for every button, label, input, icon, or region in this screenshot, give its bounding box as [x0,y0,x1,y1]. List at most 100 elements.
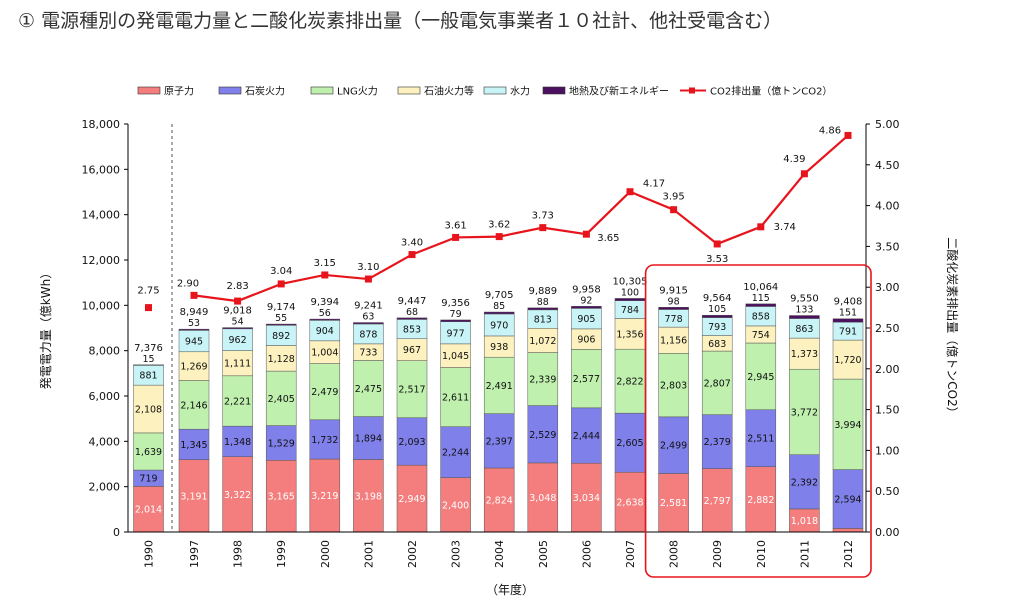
bar-segment [222,327,253,330]
segment-value-label: 2,221 [224,396,251,407]
segment-value-label: 3,165 [268,492,295,503]
co2-value-label: 4.17 [643,179,665,190]
co2-value-label: 3.40 [401,238,423,249]
legend-swatch [137,86,161,95]
bar-segment [614,412,646,473]
co2-marker [145,304,152,312]
y2-tick-label: 1.50 [875,404,900,417]
bar-segment [265,425,297,461]
segment-value-label: 2,093 [398,437,425,448]
total-value-label: 9,394 [310,297,339,308]
bar-segment [265,370,297,426]
y2-tick-label: 0.00 [875,526,900,539]
x-axis-title: （年度） [486,582,534,597]
bar-stack-2004: 2,824 2,397 2,491 938 970 859,705 [483,290,515,533]
segment-value-label: 683 [708,339,726,350]
x-tick-label: 2012 [842,540,855,568]
segment-value-label: 2,581 [660,498,687,509]
segment-value-label: 2,577 [573,374,600,385]
segment-value-label: 2,014 [135,505,162,516]
segment-value-label: 3,048 [529,493,556,504]
segment-value-label: 853 [403,325,421,336]
total-value-label: 9,958 [572,284,601,295]
legend-label: 石油火力等 [424,85,474,98]
bar-segment [701,468,733,533]
segment-value-label: 2,146 [180,400,207,411]
segment-value-label: 1,732 [311,435,338,446]
legend-swatch [218,86,242,95]
co2-marker [800,170,808,178]
x-tick-label: 2009 [711,540,724,568]
segment-value-label: 2,638 [616,498,643,509]
segment-value-label: 881 [139,371,157,382]
segment-value-label: 3,034 [573,493,600,504]
bar-segment [178,351,210,381]
y-tick-label: 14,000 [82,209,121,222]
y2-tick-label: 5.00 [875,118,900,131]
bar-segment [396,464,428,533]
bar-segment [396,360,428,418]
segment-value-label: 15 [142,354,154,365]
y2-tick-label: 1.00 [875,444,900,457]
segment-value-label: 2,405 [268,394,295,405]
bar-segment [658,326,689,354]
y2-tick-label: 4.00 [875,200,900,213]
total-value-label: 9,915 [659,285,688,296]
legend-label: 水力 [510,85,530,98]
co2-marker [321,271,329,279]
segment-value-label: 2,392 [791,477,818,488]
co2-value-label: 3.95 [662,192,684,203]
segment-value-label: 905 [577,314,595,325]
bar-stack-1990: 2,014 719 1,639 2,108 881 157,376 [133,343,164,533]
bar-segment [178,328,210,331]
bar-series: 2,0147191,6392,108881157,3763,1911,3452,… [133,276,864,533]
y-tick-label: 8,000 [89,345,121,358]
segment-value-label: 1,111 [224,359,251,370]
axis-titles: 発電電力量（億kWh） 二酸化炭素排出量（億トンCO2） （年度） [39,237,960,597]
co2-marker [844,131,852,139]
segment-value-label: 88 [537,297,549,308]
y-tick-label: 2,000 [89,481,121,494]
bar-segment [789,315,820,319]
segment-value-label: 151 [839,308,857,319]
co2-value-label: 3.73 [532,211,554,222]
page-title: ① 電源種別の発電電力量と二酸化炭素排出量（一般電気事業者１０社計、他社受電含む… [18,10,783,32]
bar-segment [483,413,515,469]
total-value-label: 7,376 [134,343,163,354]
segment-value-label: 791 [839,327,857,338]
y2-tick-label: 3.50 [875,240,900,253]
co2-value-label: 2.90 [177,278,199,289]
y-tick-label: 4,000 [89,435,121,448]
co2-marker [190,291,198,299]
co2-marker [713,240,721,248]
segment-value-label: 3,219 [311,491,338,502]
segment-value-label: 2,491 [486,381,513,392]
bar-segment [440,426,471,478]
y-axis-title: 発電電力量（億kWh） [39,267,53,389]
segment-value-label: 85 [493,301,505,312]
segment-value-label: 1,004 [311,348,338,359]
bar-segment [265,345,297,372]
co2-marker [408,251,416,259]
bar-stack-2006: 3,034 2,444 2,577 906 905 929,958 [571,284,602,533]
segment-value-label: 100 [621,287,639,298]
segment-value-label: 1,720 [834,355,861,366]
bar-stack-1997: 3,191 1,345 2,146 1,269 945 538,949 [178,307,210,533]
bar-segment [658,307,689,310]
bar-segment [440,319,471,322]
co2-value-label: 4.39 [783,154,805,165]
y2-tick-label: 0.50 [875,485,900,498]
segment-value-label: 3,994 [834,420,861,431]
co2-marker [277,280,285,288]
segment-value-label: 2,807 [704,378,731,389]
co2-marker [626,188,634,196]
x-tick-label: 1990 [143,540,156,568]
segment-value-label: 1,639 [135,447,162,458]
segment-value-label: 2,339 [529,375,556,386]
bar-stack-1999: 3,165 1,529 2,405 1,128 892 559,174 [265,302,297,533]
segment-value-label: 3,772 [791,407,818,418]
bar-stack-2000: 3,219 1,732 2,479 1,004 904 569,394 [309,297,341,533]
co2-value-label: 4.86 [819,125,841,136]
